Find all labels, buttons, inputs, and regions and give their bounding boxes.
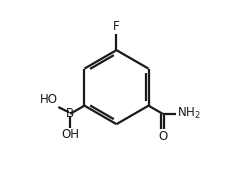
Text: B: B (66, 107, 74, 120)
Text: F: F (113, 20, 120, 33)
Text: HO: HO (40, 93, 58, 106)
Text: NH$_2$: NH$_2$ (177, 106, 201, 121)
Text: OH: OH (61, 128, 79, 141)
Text: O: O (158, 130, 168, 143)
